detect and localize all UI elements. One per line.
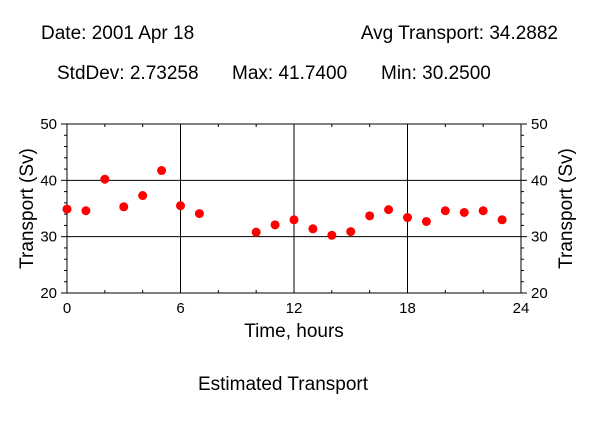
max-label: Max: 41.7400	[232, 63, 348, 84]
x-tick-label: 18	[399, 300, 416, 317]
data-point	[384, 205, 394, 215]
data-point	[346, 227, 356, 237]
data-point	[138, 191, 148, 201]
data-point	[119, 202, 129, 212]
y-tick-label: 50	[40, 116, 57, 133]
data-point	[440, 206, 450, 216]
date-label: Date: 2001 Apr 18	[41, 23, 195, 44]
chart-caption: Estimated Transport	[197, 374, 369, 395]
tick-layer	[61, 123, 527, 294]
data-point	[289, 215, 299, 225]
data-point	[176, 201, 185, 211]
grid-layer	[67, 124, 521, 293]
y-axis-title-left: Transport (Sv)	[17, 148, 38, 269]
min-label: Min: 30.2500	[381, 63, 491, 84]
y-tick-label-right: 50	[531, 116, 548, 133]
data-point	[497, 215, 507, 225]
y-tick-label-right: 20	[531, 285, 548, 302]
data-point	[194, 209, 204, 219]
avg-transport-label: Avg Transport: 34.2882	[360, 23, 558, 44]
data-point	[478, 206, 488, 216]
y-tick-label: 20	[40, 285, 57, 302]
data-point	[365, 211, 375, 221]
data-point	[403, 213, 412, 223]
data-point	[81, 206, 91, 216]
data-point	[100, 174, 110, 184]
data-point	[327, 230, 337, 240]
data-point	[308, 224, 318, 234]
y-axis-title-right: Transport (Sv)	[556, 148, 577, 269]
data-point	[251, 227, 261, 237]
x-axis-title: Time, hours	[244, 321, 344, 342]
y-tick-label: 40	[40, 172, 57, 189]
x-tick-label: 0	[63, 300, 71, 317]
y-tick-label-right: 30	[531, 229, 548, 246]
stddev-label: StdDev: 2.73258	[57, 63, 199, 84]
y-tick-label: 30	[40, 229, 57, 246]
data-point	[62, 204, 72, 214]
data-point	[157, 166, 167, 176]
data-point	[421, 216, 431, 226]
point-layer	[62, 166, 507, 240]
data-point	[270, 220, 280, 230]
data-point	[459, 207, 469, 217]
x-tick-label: 6	[176, 300, 184, 317]
y-tick-label-right: 40	[531, 172, 548, 189]
x-tick-label: 24	[513, 300, 530, 317]
x-tick-label: 12	[286, 300, 303, 317]
